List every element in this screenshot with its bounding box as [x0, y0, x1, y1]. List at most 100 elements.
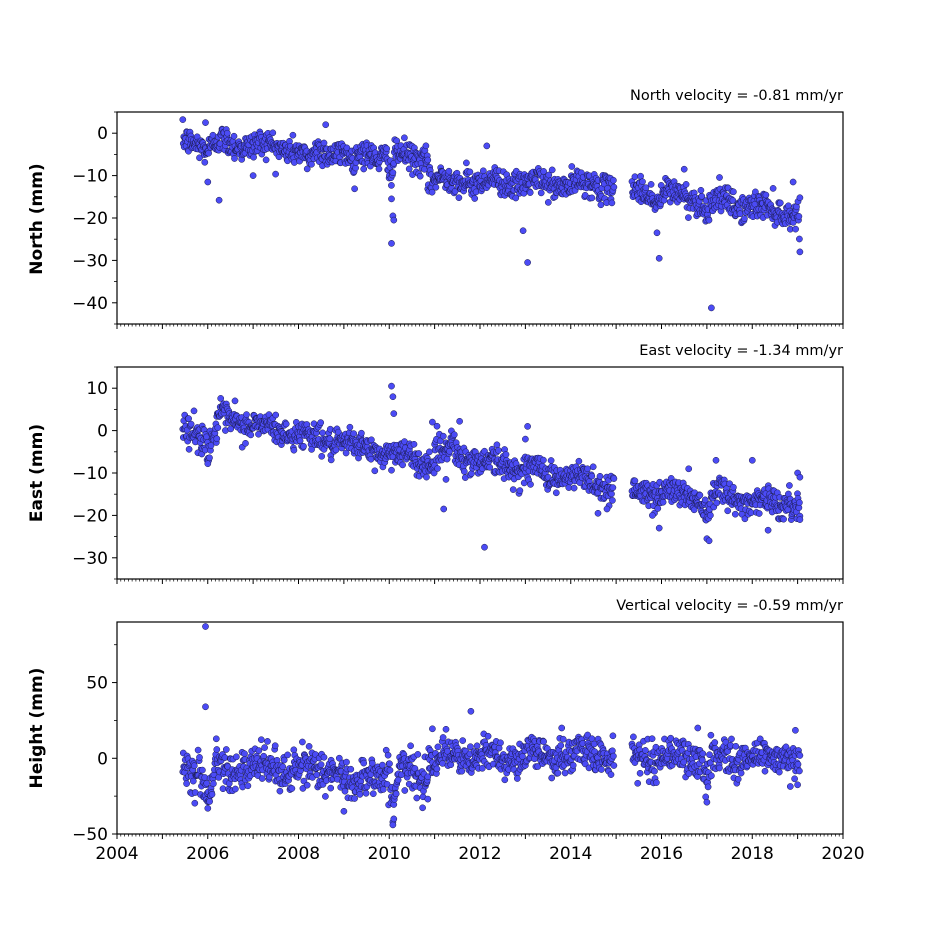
north-data-point [388, 182, 395, 189]
north-data-point [685, 214, 692, 221]
height-data-point [598, 766, 605, 773]
east-data-point [327, 456, 335, 464]
height-data-point [379, 786, 387, 793]
east-ytick-label: −20 [72, 506, 108, 526]
height-data-point [244, 782, 252, 790]
height-data-point [258, 775, 266, 782]
east-data-point [423, 473, 430, 481]
north-data-point [422, 142, 430, 150]
height-data-point [433, 765, 441, 773]
north-ylabel: North (mm) [27, 163, 47, 274]
height-outlier-point [694, 724, 702, 732]
north-data-point [762, 191, 770, 199]
east-data-point [247, 431, 255, 439]
east-data-point [495, 447, 502, 454]
height-ylabel: Height (mm) [27, 668, 47, 789]
north-data-point [352, 164, 359, 172]
east-data-point [371, 467, 379, 475]
height-data-point [343, 758, 350, 766]
north-data-point [741, 215, 748, 222]
east-data-point [696, 491, 704, 499]
vertical-velocity-title: Vertical velocity = -0.59 mm/yr [616, 598, 843, 614]
height-data-point [317, 761, 325, 768]
north-data-point [730, 188, 737, 196]
north-data-point [736, 210, 744, 218]
north-outlier-point [322, 121, 330, 129]
height-points [179, 623, 804, 829]
north-plot-frame [116, 111, 844, 325]
north-data-point [639, 178, 646, 186]
height-outlier-point [794, 781, 801, 789]
height-xtick-label: 2006 [186, 844, 229, 864]
height-data-point [796, 752, 804, 759]
height-outlier-point [467, 707, 475, 715]
north-outlier-point [655, 254, 663, 262]
east-data-point [185, 415, 192, 422]
east-data-point [190, 407, 198, 415]
north-data-point [479, 167, 487, 175]
height-data-point [407, 742, 414, 750]
height-data-point [424, 795, 432, 803]
east-data-point [493, 441, 501, 449]
east-data-point [439, 432, 447, 440]
height-ytick-label: 0 [97, 749, 108, 769]
east-data-point [540, 456, 547, 464]
north-outlier-point [680, 165, 688, 173]
east-data-point [227, 425, 235, 433]
height-data-point [196, 754, 203, 761]
east-ytick-label: 0 [97, 422, 108, 442]
north-data-point [610, 183, 618, 191]
east-data-point [388, 466, 395, 474]
north-outlier-point [789, 178, 797, 186]
height-data-point [707, 731, 715, 739]
north-outlier-point [524, 259, 531, 266]
north-outlier-point [463, 159, 470, 167]
east-data-point [707, 511, 714, 519]
height-data-point [392, 790, 400, 798]
north-outlier-point [708, 304, 715, 312]
height-data-point [276, 787, 284, 795]
height-data-point [288, 785, 296, 792]
height-data-point [484, 732, 492, 740]
height-outlier-point [389, 821, 397, 829]
east-velocity-title: East velocity = -1.34 mm/yr [639, 343, 843, 359]
north-outlier-point [388, 240, 395, 247]
height-data-point [351, 795, 358, 802]
height-data-point [699, 750, 707, 758]
east-outlier-point [764, 526, 772, 534]
east-data-point [255, 430, 262, 438]
north-velocity-title: North velocity = -0.81 mm/yr [630, 88, 843, 104]
north-data-point [196, 154, 203, 162]
height-data-point [219, 785, 227, 793]
north-panel: North velocity = -0.81 mm/yr North (mm) … [27, 88, 844, 329]
north-data-point [716, 174, 723, 181]
north-data-point [769, 185, 777, 192]
east-data-point [460, 468, 468, 475]
height-ytick-label: 50 [86, 674, 108, 694]
north-outlier-point [653, 229, 661, 237]
height-data-point [241, 750, 248, 758]
east-data-point [415, 450, 423, 457]
height-data-point [386, 766, 394, 774]
height-data-point [728, 735, 735, 743]
height-data-point [191, 799, 199, 807]
north-data-point [796, 194, 804, 202]
north-data-point [512, 194, 520, 202]
north-outlier-point [483, 142, 491, 150]
height-data-point [212, 735, 220, 743]
east-data-point [468, 470, 475, 477]
height-outlier-point [202, 703, 209, 711]
north-ytick-label: −20 [72, 209, 108, 229]
east-outlier-point [685, 465, 693, 473]
north-data-point [428, 188, 436, 196]
height-data-point [704, 783, 712, 791]
height-data-point [369, 790, 377, 798]
east-data-point [300, 442, 307, 450]
north-data-point [230, 132, 238, 140]
east-data-point [780, 515, 787, 523]
north-data-point [647, 181, 655, 188]
height-data-point [458, 767, 466, 775]
north-data-point [682, 181, 690, 188]
east-outlier-point [429, 418, 436, 426]
